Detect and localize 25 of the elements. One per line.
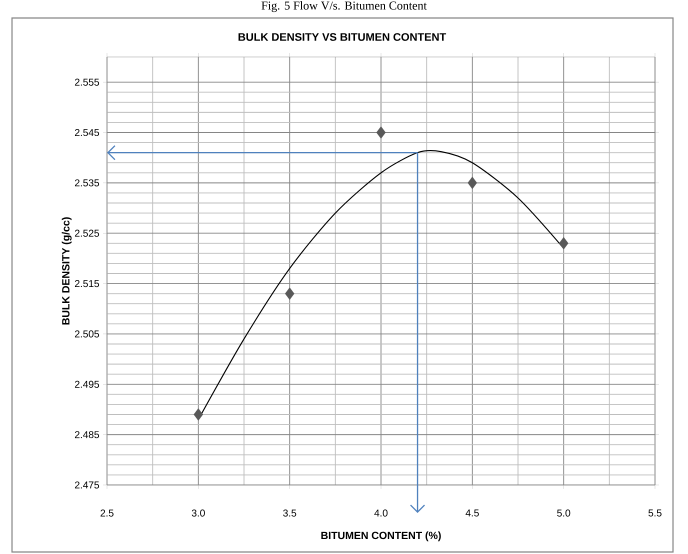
x-axis-title: BITUMEN CONTENT (%) [321,531,441,542]
y-axis-title: BULK DENSITY (g/cc) [62,217,72,325]
point [194,408,204,421]
point [376,126,386,139]
point [558,237,568,250]
y-tick-label: 2.525 [74,230,100,237]
x-tick-label: 3.5 [283,510,296,517]
x-tick-label: 3.0 [192,510,205,517]
y-tick-label: 2.545 [74,128,100,136]
x-tick-label: 4.5 [466,510,479,516]
x-tick-label: 5.5 [648,510,662,516]
y-tick-label: 2.515 [74,280,100,288]
y-tick-label: 2.535 [74,179,100,186]
y-tick-label: 2.505 [74,330,100,338]
point [468,176,478,190]
caption: Fig. 5 Flow V/s. Bitumen Content [262,1,427,12]
x-tick-label: 4.0 [374,510,388,517]
y-tick-label: 2.495 [74,380,100,388]
y-tick-label: 2.475 [74,481,100,489]
x-tick-label: 5.0 [557,510,570,517]
y-tick-label: 2.485 [74,431,100,438]
x-tick-label: 2.5 [100,510,114,517]
chart-title: BULK DENSITY VS BITUMEN CONTENT [238,33,446,41]
y-tick-label: 2.555 [74,78,100,86]
point [284,287,294,300]
